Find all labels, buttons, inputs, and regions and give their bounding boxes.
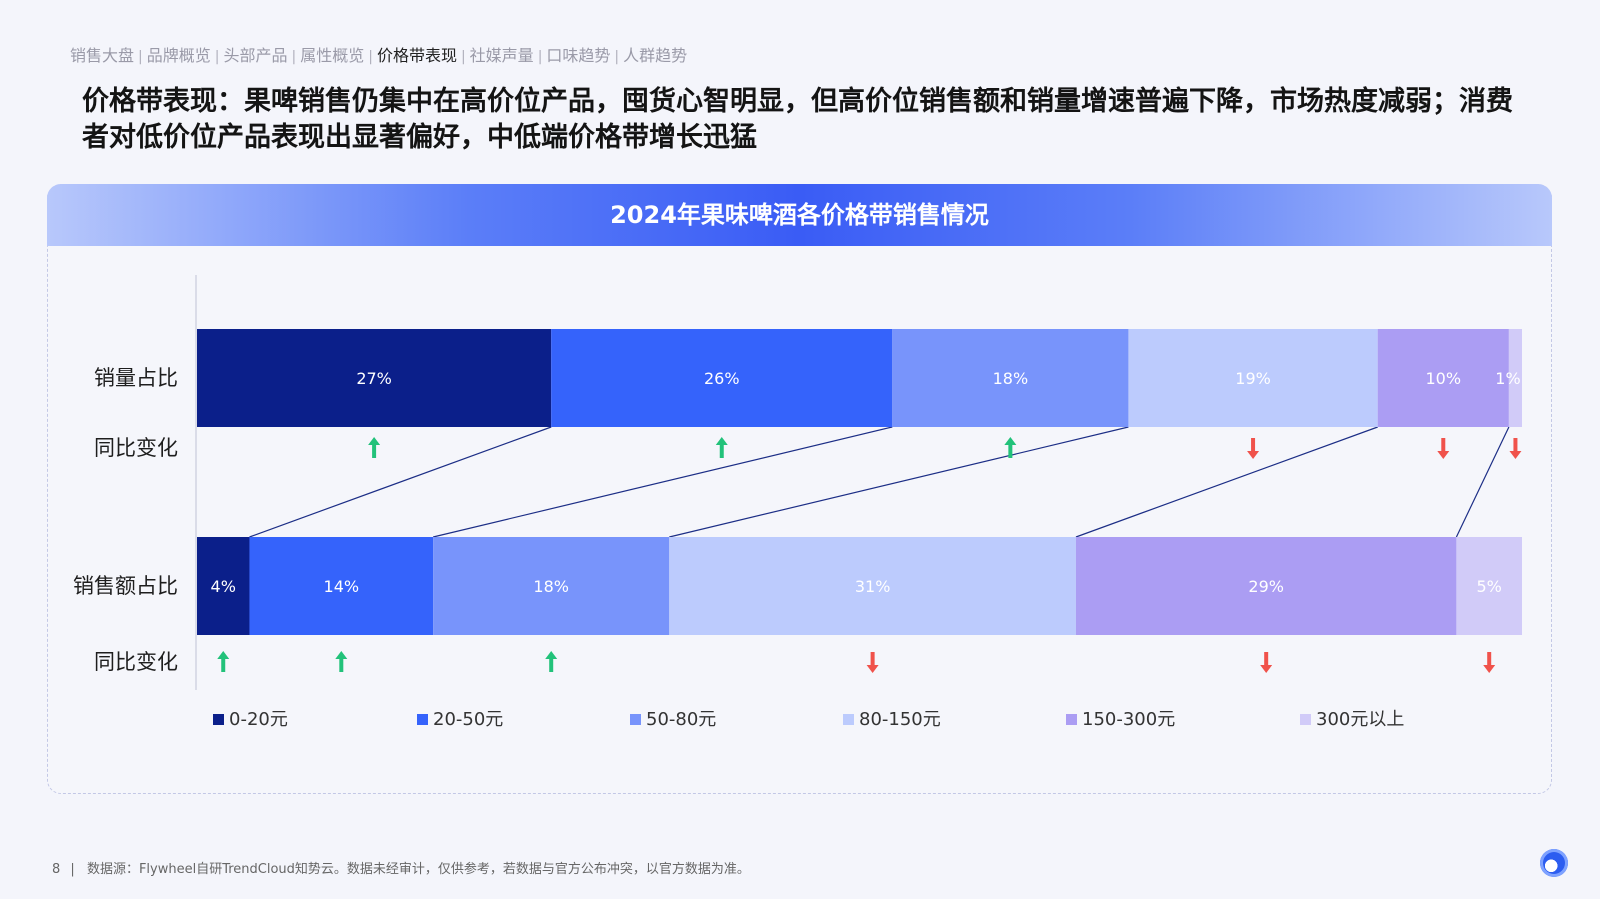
footer: 8 | 数据源：Flywheel自研TrendCloud知势云。数据未经审计，仅… <box>52 858 750 877</box>
data-label: 1% <box>1495 369 1520 388</box>
legend-swatch <box>1066 714 1077 725</box>
bar-segment <box>1377 329 1509 427</box>
page-number: 8 <box>52 862 61 877</box>
bar-segment <box>197 329 552 427</box>
nav-tab-1[interactable]: 品牌概览 <box>146 46 211 65</box>
legend-label: 80-150元 <box>859 709 941 730</box>
nav-separator: | <box>291 49 297 65</box>
nav-separator: | <box>614 49 620 65</box>
bar-segment <box>551 329 893 427</box>
bar-segment <box>669 537 1076 635</box>
legend-label: 50-80元 <box>646 709 716 730</box>
yoy-label: 同比变化 <box>94 650 178 674</box>
data-label: 14% <box>324 577 360 596</box>
legend-label: 0-20元 <box>229 709 288 730</box>
data-label: 31% <box>855 577 891 596</box>
connector-line <box>669 426 1129 538</box>
nav-tab-4[interactable]: 价格带表现 <box>376 46 457 65</box>
legend-swatch <box>417 714 428 725</box>
breadcrumb-nav: 销售大盘 | 品牌概览 | 头部产品 | 属性概览 | 价格带表现 | 社媒声量 | 口味趋势 | 人群趋势 <box>70 42 687 66</box>
nav-separator: | <box>368 49 373 65</box>
nav-separator: | <box>214 49 220 65</box>
yoy-up-arrow-icon <box>545 651 558 672</box>
data-label: 18% <box>993 369 1029 388</box>
yoy-up-arrow-icon <box>217 651 230 672</box>
legend-label: 300元以上 <box>1316 709 1404 730</box>
nav-separator: | <box>460 49 466 65</box>
nav-tab-5[interactable]: 社媒声量 <box>469 46 534 65</box>
data-source-note: 数据源：Flywheel自研TrendCloud知势云。数据未经审计，仅供参考，… <box>86 862 750 877</box>
nav-tab-2[interactable]: 头部产品 <box>223 46 288 65</box>
legend-label: 150-300元 <box>1082 709 1175 730</box>
yoy-down-arrow-icon <box>1437 438 1450 459</box>
connector-line <box>249 426 552 538</box>
yoy-down-arrow-icon <box>1260 652 1273 673</box>
data-label: 26% <box>704 369 740 388</box>
flywheel-logo-icon <box>1540 849 1568 877</box>
legend-swatch <box>213 714 224 725</box>
chart-panel-header <box>47 184 1552 246</box>
bar-segment <box>892 329 1129 427</box>
bar-segment <box>1128 329 1378 427</box>
yoy-up-arrow-icon <box>368 437 381 458</box>
data-label: 10% <box>1426 369 1462 388</box>
yoy-down-arrow-icon <box>866 652 879 673</box>
data-label: 27% <box>356 369 392 388</box>
chart-panel <box>47 184 1552 794</box>
yoy-label: 同比变化 <box>94 436 178 460</box>
bar-segment <box>249 537 434 635</box>
bar-segment <box>1075 537 1457 635</box>
series-label: 销售额占比 <box>73 574 178 598</box>
bar-segment <box>433 537 670 635</box>
data-label: 29% <box>1248 577 1284 596</box>
nav-tab-3[interactable]: 属性概览 <box>300 46 365 65</box>
yoy-up-arrow-icon <box>715 437 728 458</box>
footer-separator: | <box>70 862 75 877</box>
nav-tab-7[interactable]: 人群趋势 <box>623 46 688 65</box>
connector-line <box>432 426 893 538</box>
legend-swatch <box>630 714 641 725</box>
yoy-down-arrow-icon <box>1509 438 1522 459</box>
series-label: 销量占比 <box>94 366 178 390</box>
legend-swatch <box>1300 714 1311 725</box>
yoy-down-arrow-icon <box>1247 438 1260 459</box>
bar-segment <box>1456 537 1522 635</box>
nav-tab-6[interactable]: 口味趋势 <box>546 46 611 65</box>
data-label: 19% <box>1235 369 1271 388</box>
legend-swatch <box>843 714 854 725</box>
data-label: 4% <box>211 577 236 596</box>
connector-line <box>1075 426 1378 538</box>
yoy-up-arrow-icon <box>335 651 348 672</box>
yoy-down-arrow-icon <box>1483 652 1496 673</box>
connector-line <box>1455 426 1510 538</box>
data-label: 18% <box>533 577 569 596</box>
nav-tab-0[interactable]: 销售大盘 <box>70 46 135 65</box>
legend-label: 20-50元 <box>433 709 503 730</box>
chart-title: 2024年果味啤酒各价格带销售情况 <box>610 201 989 229</box>
bar-segment <box>1508 329 1522 427</box>
bar-segment <box>197 537 250 635</box>
data-label: 5% <box>1477 577 1502 596</box>
yoy-up-arrow-icon <box>1004 437 1017 458</box>
page-headline: 价格带表现：果啤销售仍集中在高价位产品，囤货心智明显，但高价位销售额和销量增速普… <box>82 86 1513 153</box>
nav-separator: | <box>537 49 543 65</box>
nav-separator: | <box>138 49 143 65</box>
